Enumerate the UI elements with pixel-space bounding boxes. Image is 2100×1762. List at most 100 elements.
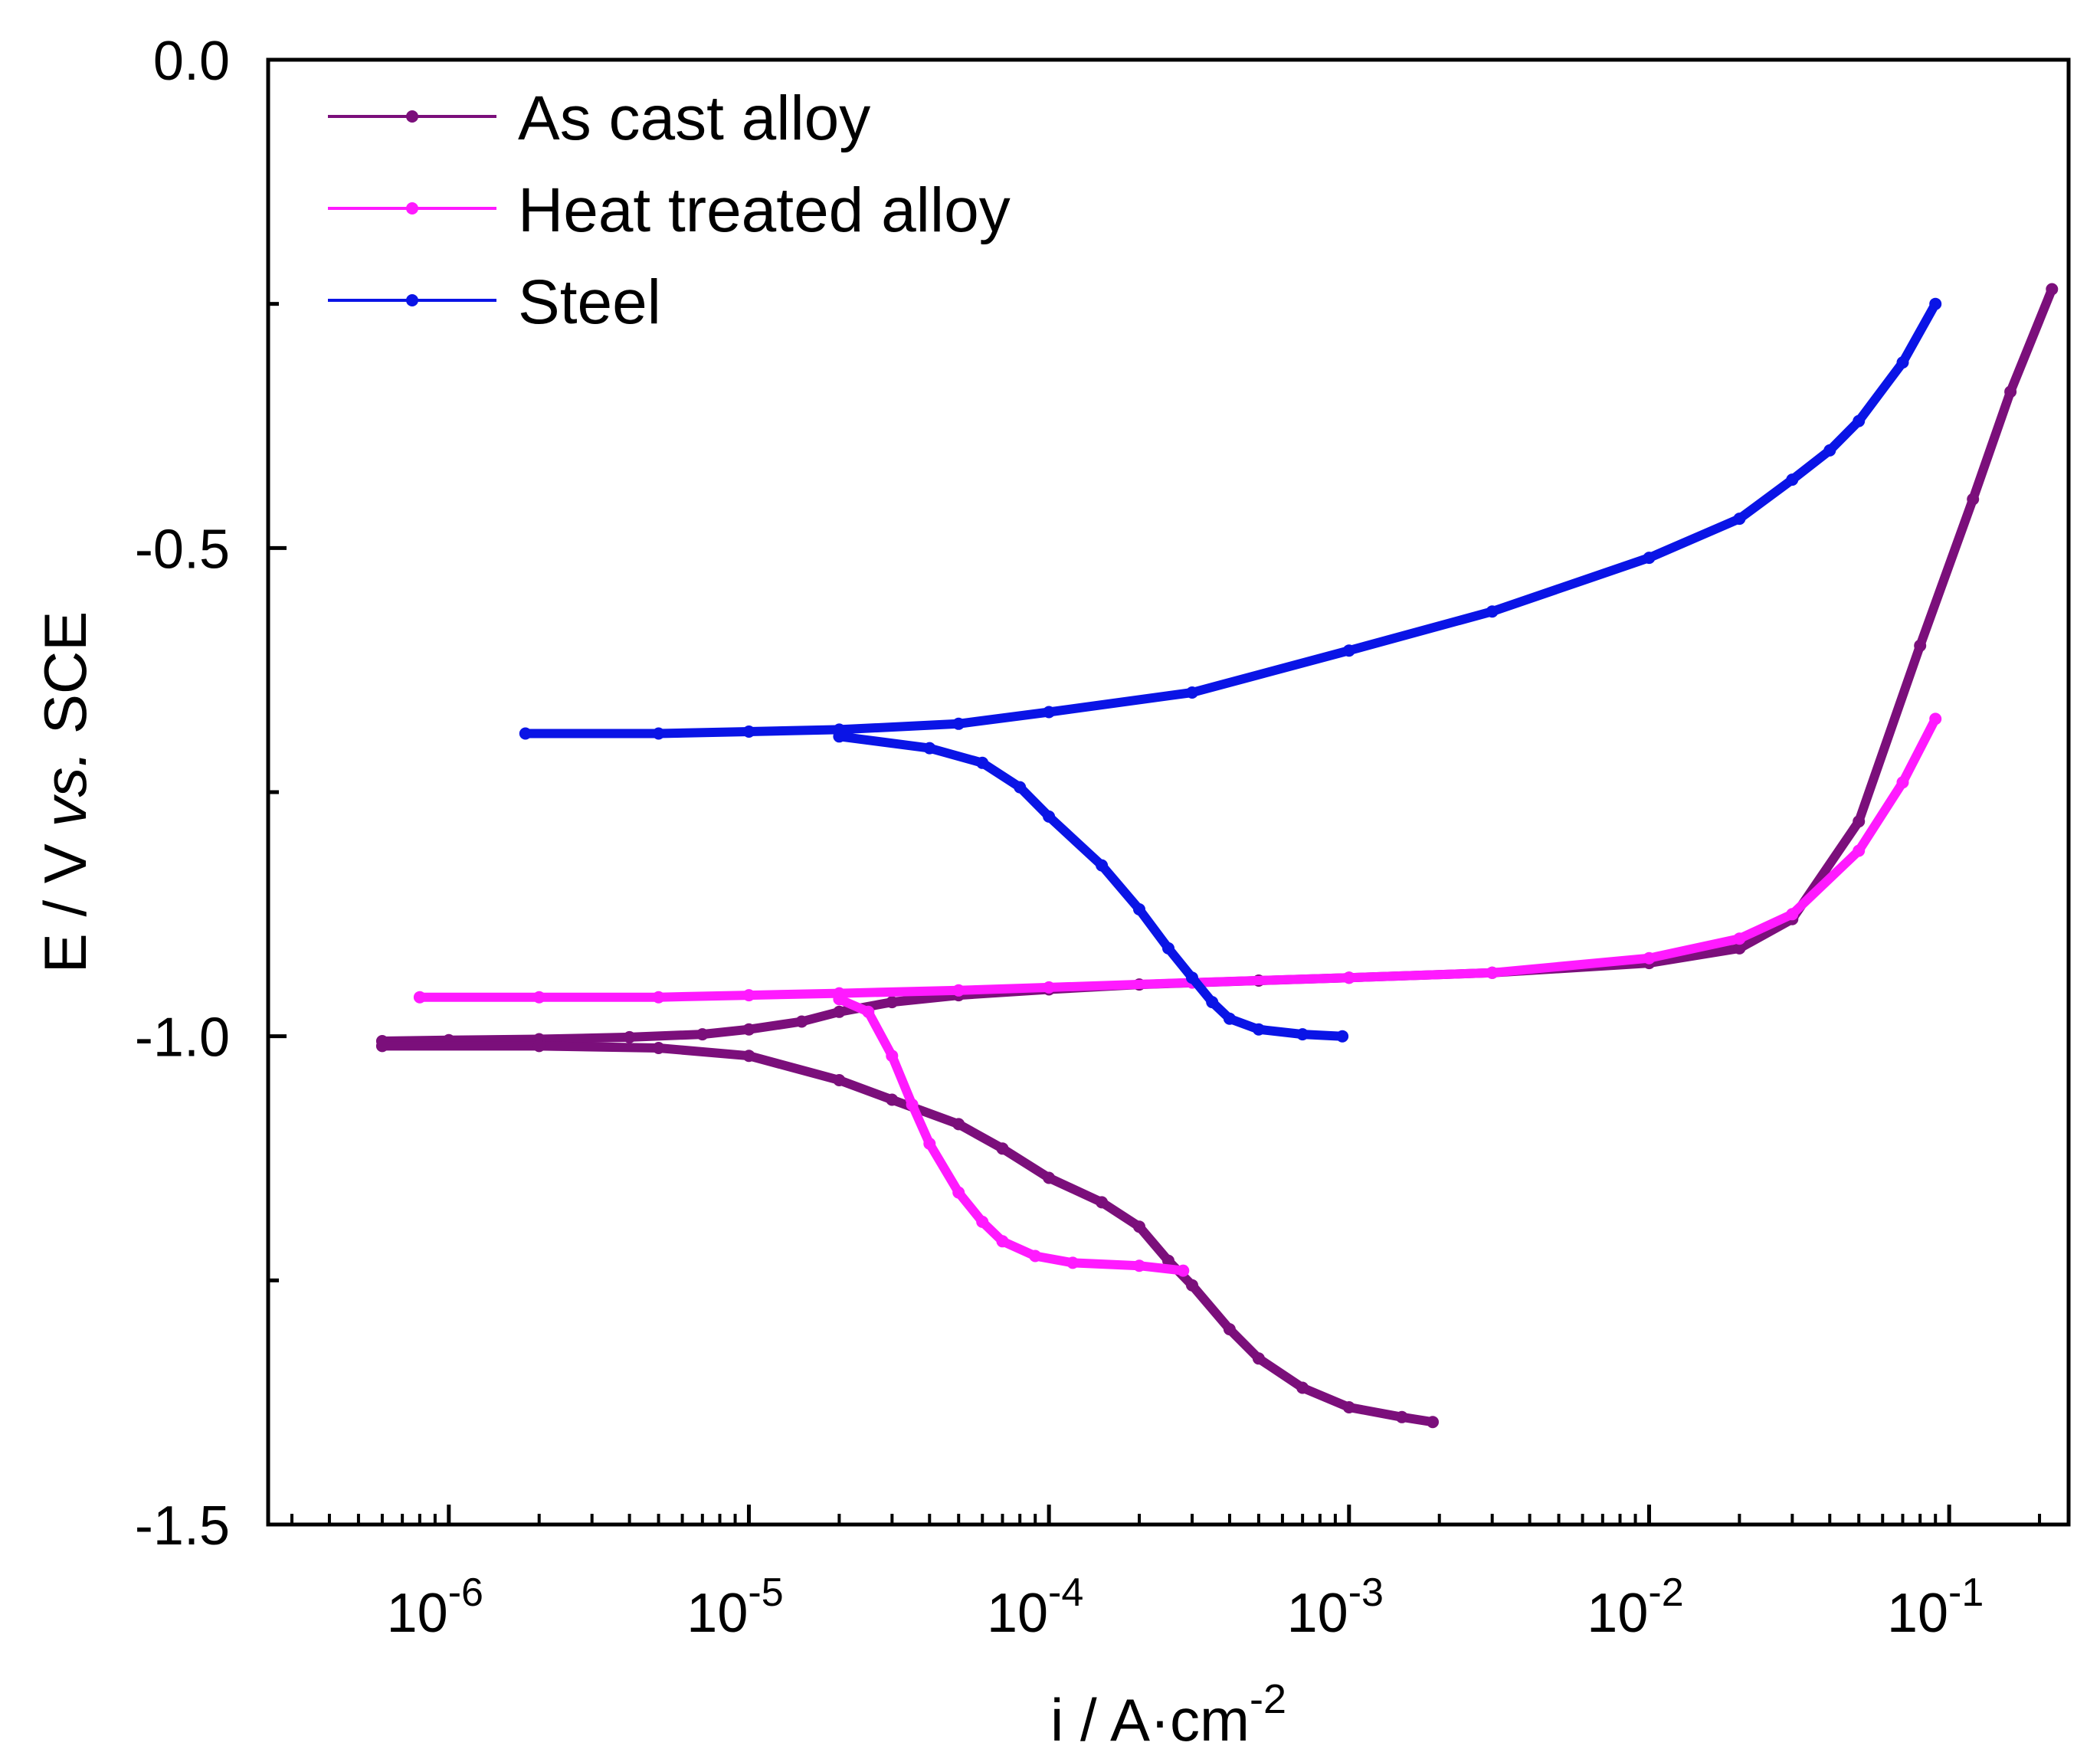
x-axis-label: i / A·cm	[1050, 1686, 1250, 1754]
data-point	[2046, 283, 2059, 296]
data-point	[1066, 1256, 1079, 1269]
data-point	[652, 1042, 665, 1054]
data-point	[952, 717, 965, 730]
legend: As cast alloy Heat treated alloy Steel	[328, 84, 1011, 337]
data-point	[976, 1215, 989, 1228]
y-tick-label: -0.5	[135, 519, 230, 580]
data-point	[742, 989, 755, 1002]
data-point	[1096, 859, 1109, 872]
series-3	[519, 297, 1942, 1043]
data-point	[906, 1098, 919, 1111]
axis-ticks: 0.0 -0.5 -1.0 -1.5 10-6 10-5 10-4 10-3 10-2 10-1	[135, 31, 2042, 1644]
data-point	[1486, 966, 1499, 979]
data-point	[532, 991, 545, 1004]
x-axis-title: i / A·cm-2	[1050, 1676, 1286, 1754]
data-point	[1733, 513, 1746, 526]
series-layer	[375, 283, 2059, 1429]
x-tick-label: 10-6	[387, 1570, 483, 1644]
y-axis-label-part-1: E / V	[31, 827, 99, 974]
x-axis-label-exponent: -2	[1250, 1676, 1286, 1722]
data-point	[375, 1040, 388, 1053]
data-point	[952, 984, 965, 997]
data-point	[1733, 932, 1746, 945]
series-1	[375, 283, 2059, 1429]
data-point	[1206, 996, 1219, 1009]
data-point	[1823, 444, 1836, 457]
data-point	[742, 725, 755, 738]
data-point	[1929, 712, 1942, 725]
data-point	[1486, 605, 1499, 618]
data-point	[519, 727, 532, 740]
x-tick-label: 10-1	[1887, 1570, 1984, 1644]
y-tick-label: -1.5	[135, 1495, 230, 1557]
data-point	[1896, 776, 1909, 789]
data-point	[1133, 903, 1145, 915]
data-point	[1853, 815, 1866, 828]
data-point	[1162, 942, 1174, 955]
data-point	[1786, 473, 1799, 486]
legend-label: Steel	[518, 267, 661, 337]
data-point	[1296, 1028, 1309, 1041]
data-point	[1252, 1023, 1265, 1036]
data-point	[742, 1050, 755, 1063]
data-point	[742, 1023, 755, 1036]
data-point	[996, 1142, 1009, 1155]
data-point	[1342, 1401, 1355, 1413]
data-point	[1162, 1254, 1174, 1267]
data-point	[623, 1030, 636, 1043]
legend-label: As cast alloy	[518, 84, 870, 153]
data-point	[1929, 297, 1942, 310]
data-point	[952, 1186, 965, 1199]
data-point	[1043, 706, 1056, 719]
y-axis-label-part-3: SCE	[31, 611, 99, 751]
y-tick-label: -1.0	[135, 1007, 230, 1069]
data-point	[1223, 1012, 1236, 1025]
data-point	[1014, 781, 1027, 794]
data-point	[652, 727, 665, 740]
x-tick-label: 10-4	[987, 1570, 1083, 1644]
data-point	[1914, 639, 1927, 652]
data-point	[1896, 356, 1909, 369]
data-point	[795, 1015, 808, 1028]
y-axis-title: E / V vs. SCE	[31, 611, 99, 973]
data-point	[976, 756, 989, 769]
x-tick-label: 10-3	[1287, 1570, 1384, 1644]
data-point	[923, 742, 936, 755]
legend-marker	[406, 202, 418, 215]
data-point	[833, 730, 846, 743]
data-point	[1252, 1352, 1265, 1365]
data-point	[1186, 971, 1198, 984]
x-tick-label: 10-5	[686, 1570, 783, 1644]
data-point	[532, 1040, 545, 1053]
data-point	[2004, 385, 2017, 398]
data-point	[1223, 1323, 1236, 1336]
data-point	[1043, 810, 1056, 823]
data-point	[1133, 1259, 1145, 1272]
data-point	[1853, 414, 1866, 427]
data-point	[886, 1093, 899, 1106]
y-tick-label: 0.0	[153, 31, 230, 92]
data-point	[1336, 1030, 1349, 1043]
data-point	[886, 996, 899, 1009]
data-point	[996, 1235, 1009, 1248]
legend-label: Heat treated alloy	[518, 175, 1011, 245]
data-point	[1029, 1249, 1042, 1263]
data-point	[1096, 1196, 1109, 1209]
series-line	[377, 284, 2057, 1046]
data-point	[923, 1137, 936, 1150]
data-point	[952, 1118, 965, 1131]
data-point	[1643, 552, 1656, 565]
y-axis-label-part-2: vs.	[31, 751, 99, 827]
data-point	[1296, 1381, 1309, 1394]
legend-marker	[406, 110, 418, 123]
data-point	[833, 1005, 846, 1018]
data-point	[1186, 1279, 1198, 1292]
series-line	[834, 994, 1188, 1276]
data-point	[696, 1028, 709, 1041]
data-point	[886, 1050, 899, 1063]
legend-marker	[406, 294, 418, 306]
data-point	[1186, 686, 1198, 699]
data-point	[1342, 644, 1355, 657]
data-point	[1786, 908, 1799, 921]
